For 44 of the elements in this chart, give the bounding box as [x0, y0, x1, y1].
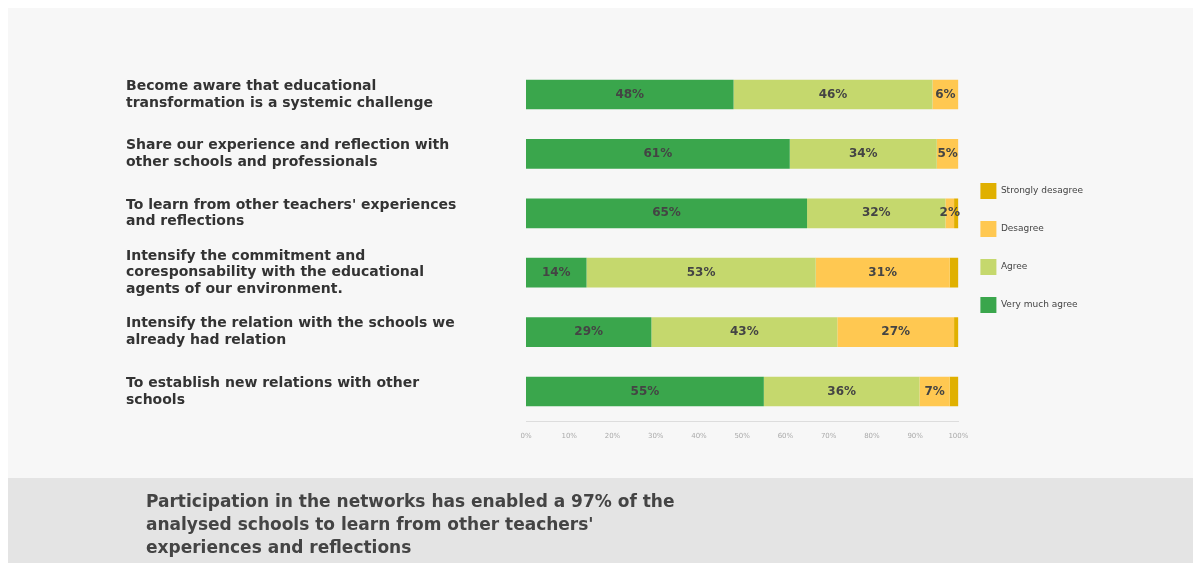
data-label: 29% — [574, 324, 604, 339]
y-tick-label: Become aware that educational transformation is a systemic challenge — [126, 76, 434, 110]
legend-label: Strongly desagree — [1000, 185, 1084, 196]
legend-label: Agree — [1000, 261, 1028, 272]
data-label: 46% — [818, 86, 848, 101]
data-label: 31% — [868, 264, 898, 279]
data-label: 43% — [730, 324, 759, 339]
data-label: 61% — [643, 146, 673, 161]
data-label: 36% — [827, 383, 857, 398]
bar — [526, 257, 587, 288]
bar — [526, 376, 764, 407]
data-label: 65% — [652, 205, 681, 220]
data-label: 6% — [935, 86, 956, 101]
y-tick-label: To learn from other teachers' experiences and reflections — [126, 195, 457, 229]
bar — [526, 317, 652, 347]
data-label: 5% — [937, 146, 958, 161]
bar — [651, 317, 838, 347]
bar — [815, 257, 950, 288]
legend-label: Very much agree — [1000, 299, 1079, 310]
bar — [949, 376, 959, 407]
data-label: 14% — [541, 264, 571, 279]
y-tick-label: Intensify the commitment and coresponsability with the educational agents of our environment. — [126, 246, 424, 297]
legend-label: Desagree — [1000, 223, 1045, 234]
data-label: 34% — [848, 146, 878, 161]
data-label: 53% — [686, 264, 716, 279]
bar — [586, 257, 816, 288]
data-label: 48% — [615, 86, 645, 101]
y-tick-label: To establish new relations with other schools — [126, 373, 420, 407]
data-label: 55% — [630, 383, 660, 398]
bar — [789, 139, 937, 169]
y-tick-label: Share our experience and reflection with other schools and professionals — [126, 136, 450, 169]
bar — [837, 317, 955, 347]
bar — [954, 317, 959, 347]
bar — [526, 79, 734, 110]
bar — [526, 198, 808, 229]
bar — [733, 79, 933, 110]
bar — [949, 257, 959, 288]
data-label: 7% — [924, 383, 945, 398]
bar — [526, 139, 790, 169]
bar — [763, 376, 920, 407]
y-tick-label: Intensify the relation with the schools we already had relation — [126, 314, 455, 348]
data-label: 27% — [881, 324, 911, 339]
data-label: 32% — [861, 205, 891, 220]
text: Participation in the networks has enabled a 97% of the analysed schools to learn from other teachers' experiences and reflections — [146, 490, 676, 559]
